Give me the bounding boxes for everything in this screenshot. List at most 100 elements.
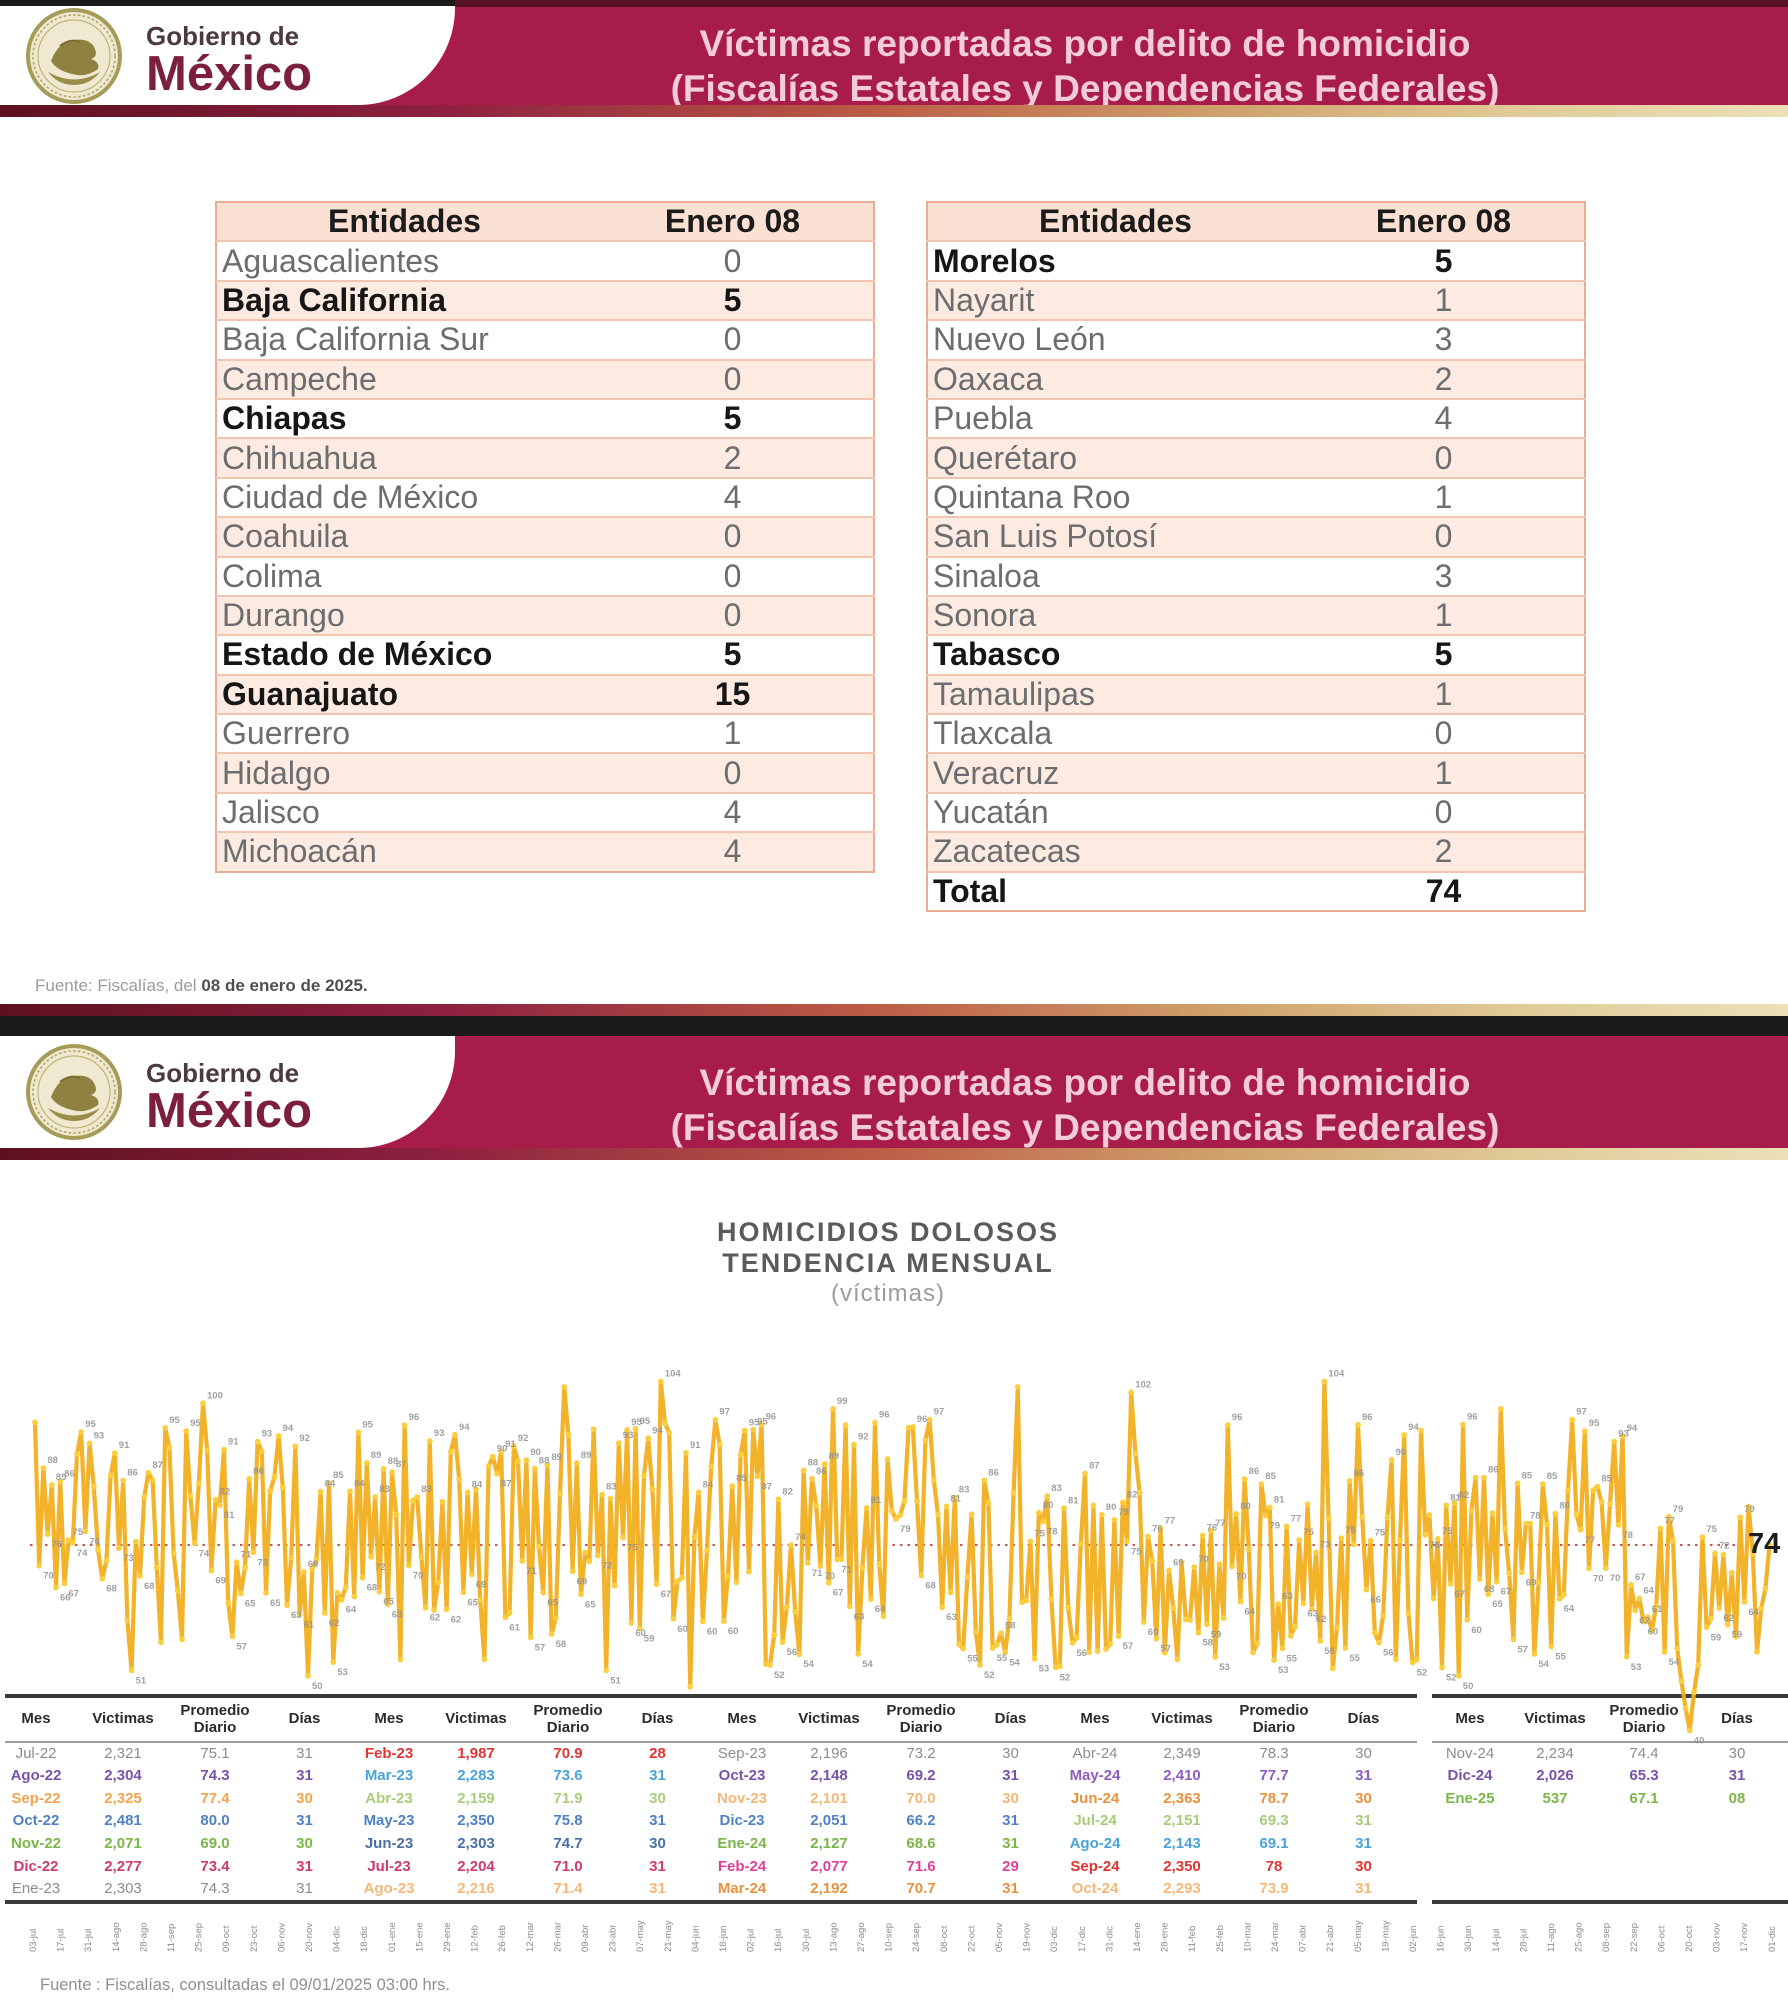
svg-text:68: 68 [367,1583,378,1594]
svg-text:05-nov: 05-nov [994,1923,1005,1952]
svg-text:53: 53 [1039,1664,1050,1675]
svg-text:28-ago: 28-ago [138,1922,149,1952]
svg-text:102: 102 [1135,1379,1151,1390]
svg-text:91: 91 [505,1439,516,1450]
svg-text:18-dic: 18-dic [359,1926,370,1952]
svg-text:52: 52 [1446,1673,1457,1684]
svg-text:75: 75 [73,1527,84,1538]
svg-text:92: 92 [518,1433,529,1444]
svg-text:23-oct: 23-oct [249,1925,260,1952]
svg-text:82: 82 [1459,1490,1470,1501]
svg-text:57: 57 [535,1643,546,1654]
svg-text:05-may: 05-may [1353,1920,1364,1952]
svg-text:31-jul: 31-jul [83,1929,94,1952]
svg-text:02-jul: 02-jul [746,1929,757,1952]
svg-text:55: 55 [967,1654,978,1665]
svg-text:58: 58 [1005,1620,1016,1631]
svg-text:07-may: 07-may [635,1920,646,1952]
svg-text:88: 88 [47,1455,58,1466]
svg-text:20-oct: 20-oct [1684,1925,1695,1952]
svg-text:63: 63 [946,1612,957,1623]
svg-text:21-may: 21-may [663,1920,674,1952]
svg-text:92: 92 [858,1432,869,1443]
svg-text:96: 96 [766,1411,777,1422]
svg-text:77: 77 [1291,1513,1302,1524]
svg-text:95: 95 [631,1417,642,1428]
svg-text:62: 62 [1316,1614,1327,1625]
svg-text:99: 99 [837,1396,848,1407]
svg-text:86: 86 [253,1466,264,1477]
svg-text:09-oct: 09-oct [221,1925,232,1952]
svg-text:07-abr: 07-abr [1298,1925,1309,1952]
svg-text:81: 81 [1068,1495,1079,1506]
svg-text:64: 64 [1643,1586,1654,1597]
svg-text:09-abr: 09-abr [580,1925,591,1952]
svg-text:17-dic: 17-dic [1077,1926,1088,1952]
svg-text:25-ago: 25-ago [1574,1922,1585,1952]
svg-text:06-oct: 06-oct [1656,1925,1667,1952]
svg-text:81: 81 [950,1493,961,1504]
svg-text:59: 59 [644,1633,655,1644]
svg-text:81: 81 [1450,1492,1461,1503]
svg-text:55: 55 [1286,1654,1297,1665]
svg-text:61: 61 [509,1622,520,1633]
svg-text:71: 71 [241,1549,252,1560]
svg-text:30-jun: 30-jun [1463,1926,1474,1952]
svg-text:87: 87 [761,1481,772,1492]
svg-text:86: 86 [988,1467,999,1478]
svg-text:51: 51 [610,1675,621,1686]
svg-text:14-jul: 14-jul [1491,1929,1502,1952]
svg-text:85: 85 [1601,1474,1612,1485]
svg-text:11-sep: 11-sep [166,1924,177,1952]
svg-text:63: 63 [854,1611,865,1622]
svg-text:65: 65 [270,1598,281,1609]
svg-text:77: 77 [1585,1535,1596,1546]
svg-text:92: 92 [299,1433,310,1444]
svg-text:12-feb: 12-feb [470,1925,481,1952]
svg-text:65: 65 [547,1598,558,1609]
svg-text:60: 60 [1648,1627,1659,1638]
svg-text:80: 80 [1106,1502,1117,1513]
svg-text:70: 70 [1610,1573,1621,1584]
svg-text:52: 52 [984,1670,995,1681]
svg-text:66: 66 [60,1593,71,1604]
svg-text:75: 75 [1131,1546,1142,1557]
svg-text:64: 64 [1244,1607,1255,1618]
svg-text:68: 68 [106,1584,117,1595]
svg-text:74: 74 [795,1532,806,1543]
svg-text:91: 91 [690,1440,701,1451]
svg-text:53: 53 [337,1667,348,1678]
svg-text:79: 79 [1118,1507,1129,1518]
svg-text:73: 73 [1320,1539,1331,1550]
svg-text:97: 97 [1576,1407,1587,1418]
svg-text:57: 57 [236,1642,247,1653]
svg-text:50: 50 [1463,1681,1474,1692]
svg-text:90: 90 [530,1447,541,1458]
svg-text:90: 90 [1396,1447,1407,1458]
svg-text:63: 63 [1282,1591,1293,1602]
svg-text:22-oct: 22-oct [966,1925,977,1952]
svg-text:01-dic: 01-dic [1767,1926,1778,1952]
svg-text:67: 67 [1501,1587,1512,1598]
svg-text:77: 77 [1664,1516,1675,1527]
svg-text:84: 84 [325,1479,336,1490]
svg-text:30-jul: 30-jul [801,1929,812,1952]
svg-text:86: 86 [1249,1466,1260,1477]
svg-text:28-jul: 28-jul [1518,1929,1529,1952]
svg-text:55: 55 [1349,1653,1360,1664]
svg-text:11-ago: 11-ago [1546,1923,1557,1952]
svg-text:65: 65 [245,1598,256,1609]
svg-text:75: 75 [1345,1525,1356,1536]
svg-text:93: 93 [1618,1429,1629,1440]
svg-text:85: 85 [1522,1470,1533,1481]
svg-text:97: 97 [934,1407,945,1418]
svg-text:83: 83 [606,1482,617,1493]
svg-text:06-nov: 06-nov [276,1923,287,1952]
svg-text:62: 62 [1723,1613,1734,1624]
svg-text:50: 50 [312,1681,323,1692]
svg-text:02-jun: 02-jun [1408,1926,1419,1952]
svg-text:69: 69 [308,1559,319,1570]
svg-text:25-feb: 25-feb [1215,1925,1226,1952]
svg-text:86: 86 [1354,1468,1365,1479]
svg-text:89: 89 [371,1450,382,1461]
